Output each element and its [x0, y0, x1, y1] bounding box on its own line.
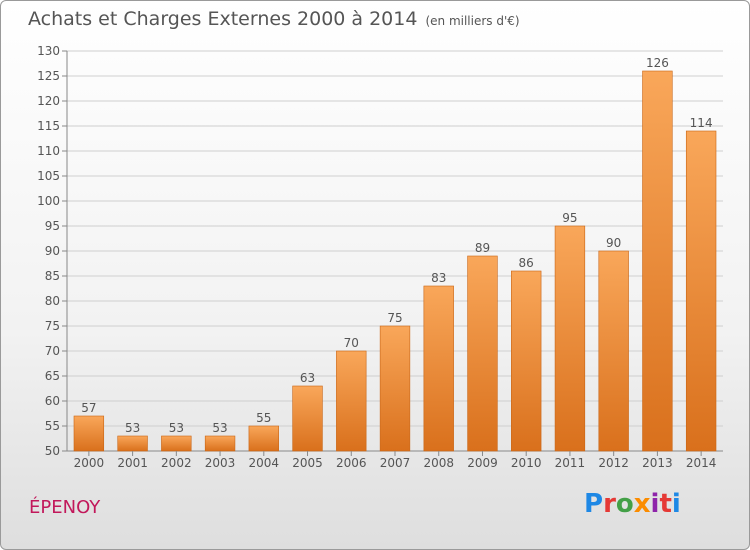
bar-value-label: 83	[431, 271, 446, 285]
y-tick-label: 75	[45, 319, 60, 333]
bar	[73, 415, 105, 452]
x-tick-label: 2003	[205, 456, 236, 470]
bar	[161, 435, 192, 452]
bar-value-label: 126	[646, 56, 669, 70]
y-tick-label: 65	[45, 369, 60, 383]
bar-value-label: 70	[344, 336, 359, 350]
bar	[292, 385, 323, 452]
chart-title-text: Achats et Charges Externes 2000 à 2014	[28, 8, 418, 30]
bar-value-label: 86	[519, 256, 534, 270]
y-tick-label: 130	[37, 44, 60, 58]
y-tick-label: 55	[45, 419, 60, 433]
y-tick-label: 120	[37, 94, 60, 108]
bar-value-label: 114	[690, 116, 713, 130]
y-tick-label: 50	[45, 444, 60, 458]
y-tick-label: 80	[45, 294, 60, 308]
x-tick-label: 2013	[642, 456, 673, 470]
logo-letter: r	[603, 489, 616, 519]
bar	[511, 270, 542, 452]
bar	[685, 130, 717, 452]
y-tick-label: 125	[37, 69, 60, 83]
bar-value-label: 90	[606, 236, 621, 250]
y-tick-label: 115	[37, 119, 60, 133]
bar	[379, 325, 411, 452]
y-tick-label: 90	[45, 244, 60, 258]
y-tick-label: 85	[45, 269, 60, 283]
bar-value-label: 55	[256, 411, 271, 425]
x-tick-label: 2005	[292, 456, 323, 470]
bar	[423, 285, 454, 452]
bar-value-label: 53	[125, 421, 140, 435]
logo-letter: i	[671, 489, 681, 519]
chart-title: Achats et Charges Externes 2000 à 2014 (e…	[28, 8, 520, 30]
x-tick-label: 2012	[598, 456, 629, 470]
chart-unit-label: (en milliers d'€)	[425, 14, 520, 28]
bar-value-label: 53	[169, 421, 184, 435]
x-tick-label: 2002	[161, 456, 192, 470]
commune-name: ÉPENOY	[29, 497, 101, 518]
x-tick-label: 2011	[555, 456, 586, 470]
bar	[336, 350, 367, 452]
bar	[248, 425, 279, 452]
proxiti-logo[interactable]: Proxiti	[584, 489, 681, 519]
logo-letter: P	[584, 489, 604, 519]
x-tick-label: 2006	[336, 456, 367, 470]
y-tick-label: 60	[45, 394, 60, 408]
logo-letter: t	[659, 489, 672, 519]
x-tick-label: 2000	[74, 456, 105, 470]
bar-value-label: 53	[212, 421, 227, 435]
y-tick-label: 110	[37, 144, 60, 158]
bar-value-label: 75	[387, 311, 402, 325]
x-tick-label: 2010	[511, 456, 542, 470]
bar	[117, 435, 148, 452]
bar	[204, 435, 236, 452]
logo-letter: i	[650, 489, 660, 519]
x-tick-label: 2001	[117, 456, 148, 470]
bar	[598, 250, 629, 452]
x-tick-label: 2014	[686, 456, 717, 470]
x-tick-label: 2009	[467, 456, 498, 470]
bar	[467, 255, 498, 452]
bar-value-label: 89	[475, 241, 490, 255]
logo-letter: o	[615, 489, 634, 519]
y-tick-label: 95	[45, 219, 60, 233]
x-tick-label: 2007	[380, 456, 411, 470]
bar-value-label: 57	[81, 401, 96, 415]
y-tick-label: 100	[37, 194, 60, 208]
x-tick-label: 2004	[249, 456, 280, 470]
x-tick-label: 2008	[423, 456, 454, 470]
bar	[642, 70, 673, 452]
bar-value-label: 63	[300, 371, 315, 385]
y-tick-label: 70	[45, 344, 60, 358]
y-tick-label: 105	[37, 169, 60, 183]
logo-letter: x	[633, 489, 651, 519]
bar	[554, 225, 586, 452]
bar-value-label: 95	[562, 211, 577, 225]
